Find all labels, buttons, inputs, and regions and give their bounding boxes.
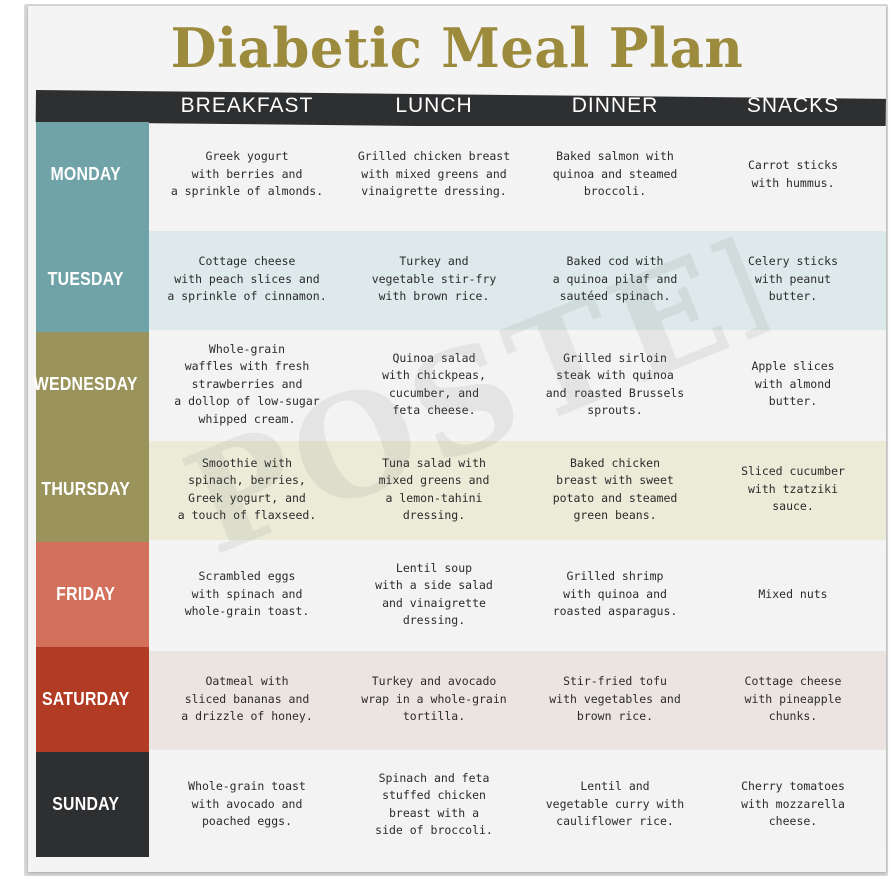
day-color-block (36, 332, 149, 437)
row-band (149, 651, 886, 750)
snacks-cell: Cherry tomatoes with mozzarella cheese. (741, 779, 845, 829)
dinner-cell: Grilled shrimp with quinoa and roasted a… (552, 569, 678, 619)
snacks-cell: Celery sticks with peanut butter. (747, 254, 838, 304)
table-row: SUNDAY Whole-grain toast with avocado an… (36, 752, 886, 857)
dinner-cell: Baked salmon with quinoa and steamed bro… (552, 149, 678, 199)
table-row: SATURDAY Oatmeal with sliced bananas and… (36, 647, 886, 752)
breakfast-cell: Smoothie with spinach, berries, Greek yo… (177, 455, 317, 523)
lunch-cell: Tuna salad with mixed greens and a lemon… (378, 455, 490, 523)
row-band (149, 336, 886, 435)
snacks-cell: Mixed nuts (758, 586, 828, 601)
lunch-cell: Turkey and vegetable stir-fry with brown… (371, 254, 497, 304)
snacks-cell: Carrot sticks with hummus. (747, 158, 838, 190)
lunch-cell: Turkey and avocado wrap in a whole-grain… (361, 674, 507, 724)
day-color-block (36, 227, 149, 332)
table-row: MONDAY Greek yogurt with berries and a s… (36, 122, 886, 227)
snacks-cell: Sliced cucumber with tzatziki sauce. (741, 464, 845, 514)
day-color-block (36, 752, 149, 857)
lunch-cell: Spinach and feta stuffed chicken breast … (375, 770, 493, 838)
dinner-cell: Stir-fried tofu with vegetables and brow… (549, 674, 681, 724)
snacks-cell: Apple slices with almond butter. (751, 359, 835, 409)
dinner-cell: Lentil and vegetable curry with cauliflo… (545, 779, 685, 829)
day-label-monday: MONDAY (50, 164, 121, 184)
row-band (149, 126, 886, 225)
day-label-thursday: THURSDAY (41, 479, 131, 499)
day-color-block (36, 542, 149, 647)
breakfast-cell: Cottage cheese with peach slices and a s… (167, 254, 327, 304)
breakfast-cell: Oatmeal with sliced bananas and a drizzl… (181, 674, 313, 724)
column-header-snacks: SNACKS (746, 94, 840, 117)
day-label-friday: FRIDAY (56, 584, 116, 604)
day-label-wednesday: WEDNESDAY (33, 374, 138, 394)
day-label-sunday: SUNDAY (52, 794, 120, 814)
breakfast-cell: Scrambled eggs with spinach and whole-gr… (184, 569, 310, 619)
dinner-cell: Baked chicken breast with sweet potato a… (552, 455, 678, 523)
table-row: THURSDAY Smoothie with spinach, berries,… (36, 437, 886, 542)
column-header-lunch: LUNCH (395, 94, 473, 117)
day-color-block (36, 122, 149, 227)
breakfast-cell: Whole-grain waffles with fresh strawberr… (174, 341, 320, 426)
lunch-cell: Grilled chicken breast with mixed greens… (357, 149, 511, 199)
row-band (149, 441, 886, 540)
meal-plan-poster: Diabetic Meal Plan BREAKFAST LUNCH DINNE… (28, 6, 886, 872)
day-label-saturday: SATURDAY (41, 689, 130, 709)
lunch-cell: Lentil soup with a side salad and vinaig… (375, 560, 493, 628)
day-color-block (36, 647, 149, 752)
row-band (149, 231, 886, 330)
lunch-cell: Quinoa salad with chickpeas, cucumber, a… (382, 350, 486, 418)
table-row: WEDNESDAY Whole-grain waffles with fresh… (33, 332, 886, 437)
row-band (149, 546, 886, 645)
day-color-block (36, 437, 149, 542)
snacks-cell: Cottage cheese with pineapple chunks. (744, 674, 842, 724)
row-band (149, 756, 886, 855)
column-header-breakfast: BREAKFAST (180, 94, 314, 117)
column-header-dinner: DINNER (571, 94, 659, 117)
breakfast-cell: Greek yogurt with berries and a sprinkle… (170, 149, 324, 199)
day-label-tuesday: TUESDAY (47, 269, 124, 289)
table-row: FRIDAY Scrambled eggs with spinach and w… (36, 542, 886, 647)
dinner-cell: Grilled sirloin steak with quinoa and ro… (545, 350, 685, 418)
page-title: Diabetic Meal Plan (170, 16, 744, 80)
table-row: TUESDAY Cottage cheese with peach slices… (36, 227, 886, 332)
breakfast-cell: Whole-grain toast with avocado and poach… (188, 779, 306, 829)
dinner-cell: Baked cod with a quinoa pilaf and sautée… (552, 254, 678, 304)
